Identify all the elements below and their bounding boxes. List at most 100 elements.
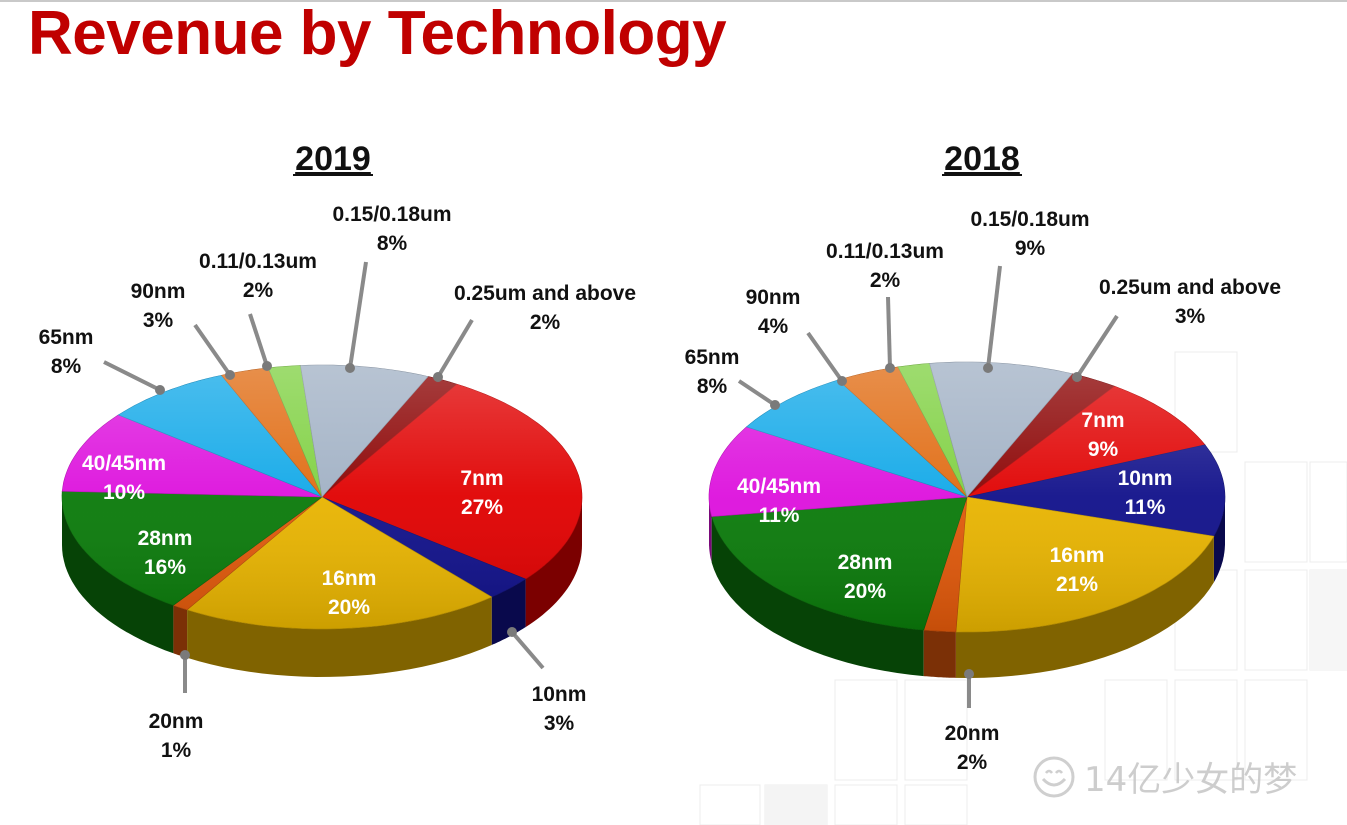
svg-text:21%: 21% [1056,573,1098,596]
data-label-0-11-0-13um: 0.11/0.13um 2% [199,250,317,371]
svg-text:20%: 20% [328,596,370,619]
svg-text:28nm: 28nm [138,527,193,550]
svg-text:0.15/0.18um: 0.15/0.18um [332,203,451,226]
page-title: Revenue by Technology [28,0,727,68]
svg-text:16nm: 16nm [1050,544,1105,567]
svg-text:2%: 2% [243,279,274,302]
smile-logo-icon [1033,756,1075,797]
svg-text:11%: 11% [1125,496,1166,519]
svg-text:65nm: 65nm [39,326,94,349]
data-label-0-11-0-13um: 0.11/0.13um 2% [826,240,944,373]
data-label-40-45nm: 40/45nm 11% [737,475,821,527]
svg-text:7nm: 7nm [460,467,503,490]
svg-text:4%: 4% [758,315,789,338]
svg-text:65nm: 65nm [685,346,740,369]
data-label-16nm: 16nm 21% [1050,544,1105,596]
leader-line [986,265,1002,369]
svg-text:90nm: 90nm [131,280,186,303]
svg-text:9%: 9% [1015,237,1046,260]
slice-side-10nm [1213,497,1225,583]
slice-side-16nm [955,536,1214,678]
pie-chart-2019: 20197nm27%16nm20%28nm16%40/45nm10%0.15/0… [39,140,636,762]
svg-text:8%: 8% [51,355,82,378]
slice-side-16nm [187,597,492,677]
svg-text:20nm: 20nm [945,722,1000,745]
data-label-10nm: 10nm 11% [1118,467,1173,519]
data-label-0-15-0-18um: 0.15/0.18um 8% [332,203,452,373]
svg-text:0.25um and above: 0.25um and above [454,282,636,305]
svg-text:2%: 2% [530,311,561,334]
leader-line [806,331,844,383]
top-rule [0,0,1347,2]
slice-side-20nm [173,605,188,658]
svg-text:7nm: 7nm [1081,409,1124,432]
svg-text:2%: 2% [870,269,901,292]
svg-text:28nm: 28nm [838,551,893,574]
svg-text:27%: 27% [461,496,503,519]
leader-line [248,313,269,367]
svg-text:8%: 8% [697,375,728,398]
leader-line [348,261,368,369]
leader-line [436,318,474,379]
svg-text:8%: 8% [377,232,408,255]
data-label-28nm: 28nm 20% [838,551,893,603]
leader-line [886,296,892,369]
data-label-28nm: 28nm 16% [138,527,193,579]
svg-text:20nm: 20nm [149,710,204,733]
data-label-10nm: 10nm 3% [507,627,586,735]
leader-line [510,630,545,670]
slice-side-28nm [62,497,174,654]
svg-text:90nm: 90nm [746,286,801,309]
data-label-65nm: 65nm 8% [39,326,165,395]
leader-line [103,360,161,392]
watermark: 14亿少女的梦 [1032,752,1297,801]
svg-text:9%: 9% [1088,438,1119,461]
data-label-16nm: 16nm 20% [322,567,377,619]
slice-side-20nm [923,630,956,678]
data-label-65nm: 65nm 8% [685,346,780,410]
watermark-text: 14亿少女的梦 [1084,760,1298,800]
svg-text:3%: 3% [544,712,575,735]
slice-side-7nm [525,497,582,628]
pie-gloss [709,362,1225,632]
svg-text:2%: 2% [957,751,988,774]
svg-text:40/45nm: 40/45nm [737,475,821,498]
svg-text:10nm: 10nm [1118,467,1173,490]
svg-text:0.11/0.13um: 0.11/0.13um [826,240,944,263]
pie-gloss [62,365,582,629]
svg-text:16%: 16% [144,556,186,579]
pie-chart-2018: 20187nm9%10nm11%16nm21%28nm20%40/45nm11%… [685,140,1281,774]
data-label-90nm: 90nm 3% [131,280,235,380]
svg-text:3%: 3% [1175,305,1206,328]
data-label-0-25um-and-above: 0.25um and above 2% [433,282,636,382]
svg-text:1%: 1% [161,739,192,762]
data-label-20nm: 20nm 2% [945,669,1000,774]
svg-text:20%: 20% [844,580,886,603]
svg-text:16nm: 16nm [322,567,377,590]
leader-line [1075,314,1119,379]
svg-text:0.15/0.18um: 0.15/0.18um [970,208,1089,231]
leader-line [193,323,232,377]
leader-line [737,379,777,407]
svg-text:10nm: 10nm [532,683,587,706]
svg-text:0.11/0.13um: 0.11/0.13um [199,250,317,273]
slice-side-28nm [711,516,924,677]
data-label-0-15-0-18um: 0.15/0.18um 9% [970,208,1090,373]
svg-text:40/45nm: 40/45nm [82,452,166,475]
chart-title-2019: 2019 [295,140,371,178]
slice-side-10nm [491,579,526,645]
data-label-40-45nm: 40/45nm 10% [82,452,166,504]
svg-text:11%: 11% [759,504,800,527]
data-label-20nm: 20nm 1% [149,650,204,762]
data-label-90nm: 90nm 4% [746,286,847,386]
chart-title-2018: 2018 [944,140,1020,178]
svg-text:10%: 10% [103,481,145,504]
svg-text:0.25um and above: 0.25um and above [1099,276,1281,299]
data-label-0-25um-and-above: 0.25um and above 3% [1072,276,1281,382]
slice-side-40-45nm [709,497,712,563]
svg-text:3%: 3% [143,309,174,332]
